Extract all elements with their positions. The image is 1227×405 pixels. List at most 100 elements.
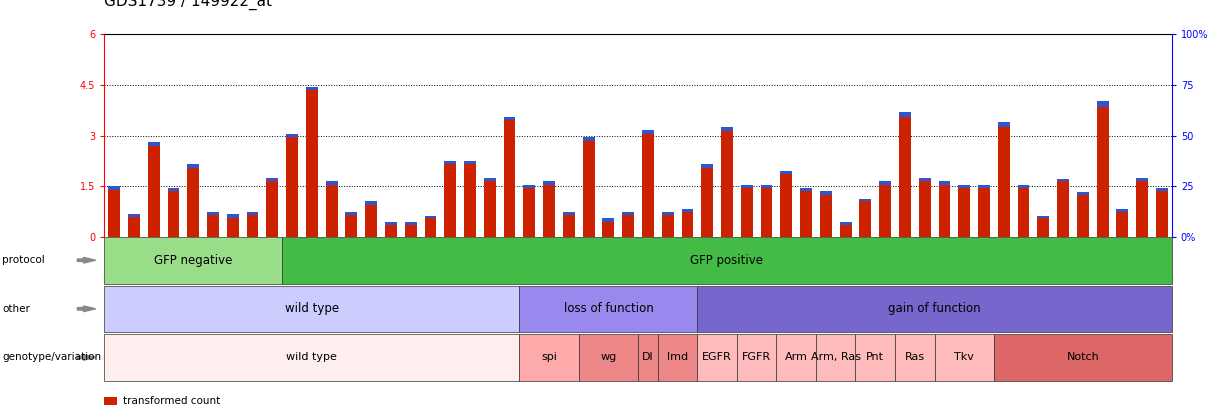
Bar (1077, 195, 1088, 237)
Bar (583, 141, 595, 237)
Text: gain of function: gain of function (888, 302, 980, 315)
Bar (1037, 218, 1049, 237)
Bar (227, 214, 239, 218)
Bar (385, 225, 396, 237)
Bar (346, 215, 357, 237)
Bar (899, 117, 910, 237)
Bar (1037, 216, 1049, 218)
Bar (978, 188, 990, 237)
Bar (563, 215, 574, 237)
Bar (286, 137, 298, 237)
Bar (1017, 185, 1029, 188)
Text: protocol: protocol (2, 255, 45, 265)
Bar (444, 161, 456, 164)
Bar (1136, 178, 1148, 181)
Bar (761, 185, 773, 188)
Text: spi: spi (541, 352, 557, 362)
Text: genotype/variation: genotype/variation (2, 352, 102, 362)
Bar (939, 185, 951, 237)
Bar (978, 185, 990, 188)
Bar (188, 164, 199, 168)
Bar (681, 209, 693, 211)
Bar (583, 137, 595, 141)
Bar (839, 222, 852, 225)
Bar (544, 185, 555, 237)
Bar (1156, 188, 1168, 192)
Text: transformed count: transformed count (123, 396, 220, 405)
Bar (128, 217, 140, 237)
Bar (880, 185, 891, 237)
Bar (325, 181, 337, 185)
Bar (702, 164, 713, 168)
Bar (919, 181, 930, 237)
Bar (741, 188, 752, 237)
Bar (998, 127, 1010, 237)
Text: Dl: Dl (642, 352, 654, 362)
Text: Tkv: Tkv (955, 352, 974, 362)
Bar (839, 225, 852, 237)
Bar (939, 181, 951, 185)
Bar (1156, 192, 1168, 237)
Bar (464, 161, 476, 164)
Bar (286, 134, 298, 137)
Bar (1017, 188, 1029, 237)
Bar (483, 181, 496, 237)
Bar (168, 192, 179, 237)
Text: wg: wg (600, 352, 616, 362)
Bar (1058, 181, 1069, 237)
Bar (899, 112, 910, 117)
Bar (207, 215, 218, 237)
Bar (207, 212, 218, 215)
Text: loss of function: loss of function (563, 302, 653, 315)
Bar (147, 146, 160, 237)
Bar (1117, 209, 1129, 211)
Bar (622, 215, 634, 237)
Bar (306, 87, 318, 90)
Bar (622, 212, 634, 215)
Bar (800, 192, 812, 237)
Text: FGFR: FGFR (742, 352, 772, 362)
Bar (602, 218, 615, 222)
Bar (661, 211, 674, 215)
Bar (1097, 101, 1108, 107)
Text: GFP positive: GFP positive (691, 254, 763, 267)
Bar (266, 181, 279, 237)
Bar (464, 164, 476, 237)
Bar (425, 218, 437, 237)
Text: Arm: Arm (785, 352, 807, 362)
Bar (661, 215, 674, 237)
Text: wild type: wild type (285, 302, 339, 315)
Bar (1097, 107, 1108, 237)
Bar (108, 190, 120, 237)
Bar (602, 222, 615, 237)
Bar (366, 202, 377, 205)
Text: Pnt: Pnt (866, 352, 885, 362)
Text: other: other (2, 304, 31, 314)
Text: wild type: wild type (286, 352, 337, 362)
Bar (1136, 181, 1148, 237)
Bar (761, 188, 773, 237)
Bar (188, 168, 199, 237)
Text: GFP negative: GFP negative (155, 254, 232, 267)
Bar (346, 211, 357, 215)
Bar (108, 185, 120, 190)
Bar (563, 212, 574, 215)
Bar (780, 171, 793, 175)
Bar (1077, 192, 1088, 195)
Bar (483, 178, 496, 181)
Bar (702, 168, 713, 237)
Bar (820, 192, 832, 195)
Text: Notch: Notch (1066, 352, 1099, 362)
Bar (741, 185, 752, 188)
Bar (366, 205, 377, 237)
Bar (919, 178, 930, 181)
Bar (880, 181, 891, 185)
Bar (128, 214, 140, 217)
Bar (642, 134, 654, 237)
Bar (859, 202, 871, 237)
Bar (405, 222, 417, 225)
Bar (168, 188, 179, 192)
Bar (524, 185, 535, 188)
Bar (425, 216, 437, 218)
Bar (503, 117, 515, 121)
